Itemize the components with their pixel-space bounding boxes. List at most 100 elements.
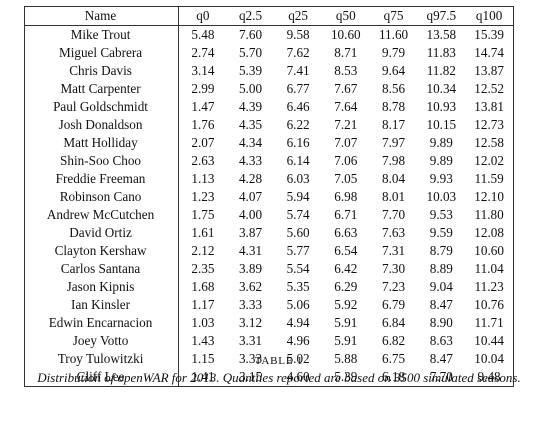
quantile-cell: 6.77 — [286, 81, 310, 96]
player-name-cell: Joey Votto — [24, 332, 180, 350]
quantile-cell: 5.35 — [286, 279, 310, 294]
quantile-cell: 5.39 — [238, 63, 263, 78]
table-row: Clayton Kershaw 2.12 4.31 5.77 6.54 7.31 8.79 1… — [24, 242, 514, 260]
quantile-cell: 1.68 — [191, 279, 215, 294]
player-name-cell: Shin-Soo Choo — [24, 152, 180, 170]
quantile-cell: 4.31 — [238, 243, 263, 258]
table-row: Shin-Soo Choo 2.63 4.33 6.14 7.06 7.98 9.89 12.… — [24, 152, 514, 170]
quantile-cell: 7.64 — [334, 99, 358, 114]
quantile-cell: 7.60 — [238, 27, 263, 42]
quantile-cell: 8.17 — [382, 117, 406, 132]
quantile-cell: 8.01 — [382, 189, 406, 204]
quantile-cell: 1.41 — [178, 368, 227, 387]
quantile-cell: 7.23 — [382, 279, 406, 294]
quantile-cell: 11.04 — [474, 261, 504, 276]
quantile-cell: 1.15 — [191, 351, 215, 366]
quantile-cell: 4.60 — [274, 368, 322, 387]
quantile-cell: 6.46 — [286, 99, 310, 114]
quantile-cell: 8.78 — [382, 99, 406, 114]
quantile-cell: 3.87 — [238, 225, 263, 240]
quantile-cell: 4.39 — [238, 99, 263, 114]
quantile-cell: 7.70 — [382, 207, 406, 222]
quantile-cell: 9.93 — [429, 171, 453, 186]
table-row: Joey Votto 1.43 3.31 4.96 5.91 6.82 8.63 10.44 — [24, 332, 514, 350]
player-name-cell: Jason Kipnis — [24, 278, 180, 296]
quantile-cell: 5.02 — [286, 351, 310, 366]
player-name-cell: Cliff Lee — [24, 368, 180, 387]
quantile-cell: 5.74 — [286, 207, 310, 222]
quantile-cell: 10.93 — [426, 99, 457, 114]
quantile-cell: 11.23 — [474, 279, 504, 294]
quantile-cell: 13.58 — [426, 27, 457, 42]
quantile-cell: 8.04 — [382, 171, 406, 186]
quantile-cell: 5.70 — [238, 45, 263, 60]
column-header-q100: q100 — [465, 6, 514, 26]
quantile-cell: 6.29 — [334, 279, 358, 294]
quantile-cell: 5.48 — [191, 27, 215, 42]
quantile-cell: 3.15 — [226, 368, 275, 387]
quantile-cell: 3.33 — [238, 297, 263, 312]
quantile-cell: 15.39 — [474, 27, 504, 42]
quantile-cell: 12.02 — [474, 153, 504, 168]
quantile-cell: 8.90 — [429, 315, 453, 330]
quantile-cell: 6.63 — [334, 225, 358, 240]
quantile-cell: 12.58 — [474, 135, 504, 150]
quantile-cell: 2.12 — [191, 243, 215, 258]
quantile-cell: 10.76 — [474, 297, 504, 312]
table-body: Mike Trout 5.48 7.60 9.58 10.60 11.60 13.58 15.… — [24, 25, 514, 387]
quantile-cell: 6.42 — [334, 261, 358, 276]
quantile-cell: 6.75 — [382, 351, 406, 366]
quantile-cell: 3.12 — [238, 315, 263, 330]
quantile-cell: 5.88 — [334, 351, 358, 366]
quantile-cell: 14.74 — [474, 45, 504, 60]
quantile-cell: 2.74 — [191, 45, 215, 60]
quantile-cell: 6.18 — [369, 368, 418, 387]
player-name-cell: Edwin Encarnacion — [24, 314, 180, 332]
caption-label-text: Table 1 — [254, 355, 304, 367]
quantile-cell: 11.60 — [378, 27, 409, 42]
quantile-cell: 1.47 — [191, 99, 215, 114]
quantile-cell: 6.16 — [286, 135, 310, 150]
table-row: Edwin Encarnacion 1.03 3.12 4.94 5.91 6.84 8.9… — [24, 314, 514, 332]
quantile-cell: 1.43 — [191, 333, 215, 348]
quantile-cell: 5.91 — [334, 315, 358, 330]
column-header-q0: q0 — [178, 6, 227, 26]
quantile-cell: 4.35 — [238, 117, 263, 132]
quantile-cell: 3.62 — [238, 279, 263, 294]
quantile-cell: 7.06 — [334, 153, 358, 168]
quantile-cell: 9.64 — [382, 63, 406, 78]
quantile-cell: 5.92 — [334, 297, 358, 312]
quantile-cell: 9.58 — [286, 27, 310, 42]
column-header-q2-5: q2.5 — [226, 6, 275, 26]
player-name-cell: Miguel Cabrera — [24, 44, 180, 62]
quantile-cell: 7.97 — [382, 135, 406, 150]
player-name-cell: Mike Trout — [24, 25, 180, 44]
quantile-cell: 10.34 — [426, 81, 457, 96]
table-header: Name q0 q2.5 q25 q50 q75 q97.5 q100 — [24, 6, 514, 26]
player-name-cell: Chris Davis — [24, 62, 180, 80]
quantile-cell: 9.59 — [429, 225, 453, 240]
column-header-name: Name — [24, 6, 180, 26]
quantile-cell: 13.87 — [474, 63, 504, 78]
table-row: Freddie Freeman 1.13 4.28 6.03 7.05 8.04 9.93 1… — [24, 170, 514, 188]
table-row: Andrew McCutchen 1.75 4.00 5.74 6.71 7.70 9.53… — [24, 206, 514, 224]
quantile-cell: 6.54 — [334, 243, 358, 258]
quantile-cell: 4.94 — [286, 315, 310, 330]
quantile-cell: 5.94 — [286, 189, 310, 204]
quantile-cell: 4.96 — [286, 333, 310, 348]
quantile-cell: 6.98 — [334, 189, 358, 204]
player-name-cell: Matt Holliday — [24, 134, 180, 152]
quantile-cell: 11.82 — [426, 63, 456, 78]
table-row: Matt Carpenter 2.99 5.00 6.77 7.67 8.56 10.34 1… — [24, 80, 514, 98]
player-name-cell: Ian Kinsler — [24, 296, 180, 314]
table-header-row: Name q0 q2.5 q25 q50 q75 q97.5 q100 — [24, 6, 514, 26]
table-row: Mike Trout 5.48 7.60 9.58 10.60 11.60 13.58 15.… — [24, 25, 514, 44]
quantile-cell: 5.00 — [238, 81, 263, 96]
quantile-cell: 2.63 — [191, 153, 215, 168]
table-caption-label: Table 1 — [0, 355, 558, 367]
quantile-cell: 3.89 — [238, 261, 263, 276]
quantile-cell: 1.75 — [191, 207, 215, 222]
table-row: Carlos Santana 2.35 3.89 5.54 6.42 7.30 8.89 11… — [24, 260, 514, 278]
player-name-cell: Clayton Kershaw — [24, 242, 180, 260]
table-row: Troy Tulowitzki 1.15 3.33 5.02 5.88 6.75 8.47 1… — [24, 350, 514, 368]
